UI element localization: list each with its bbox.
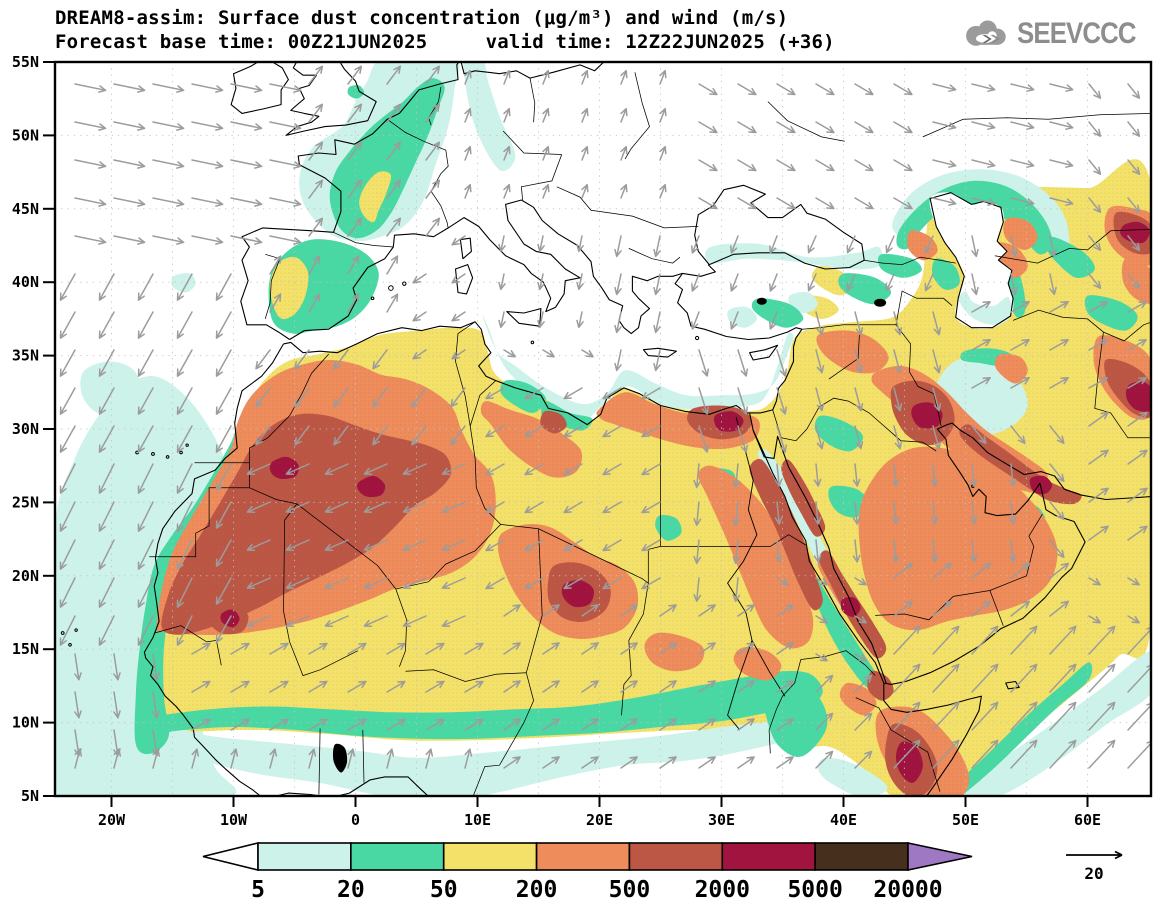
cloud-icon — [966, 20, 1006, 46]
x-axis-tick-label: 10E — [464, 811, 491, 829]
wind-arrows-layer — [59, 65, 1151, 769]
y-axis-tick-label: 50N — [12, 126, 39, 144]
x-axis-tick-label: 60E — [1074, 811, 1101, 829]
wind-reference-label: 20 — [1084, 864, 1103, 883]
axes-layer: 55N 50N 45N 40N 35N 30N 25N 20N 15N 10N 5N 20W 10W 0 1… — [12, 53, 1153, 829]
y-axis-tick-label: 20N — [12, 567, 39, 585]
x-axis-tick-label: 40E — [830, 811, 857, 829]
y-axis-tick-label: 30N — [12, 420, 39, 438]
x-axis-tick-label: 30E — [708, 811, 735, 829]
dust-fill-layer — [55, 62, 1151, 796]
logo-text: SEEVCCC — [1016, 17, 1137, 50]
y-axis-tick-label: 15N — [12, 640, 39, 658]
seevccc-logo: SEEVCCC — [958, 16, 1155, 52]
x-axis-tick-label: 50E — [952, 811, 979, 829]
colorbar-label: 2000 — [695, 877, 750, 903]
y-axis-tick-label: 35N — [12, 347, 39, 365]
x-axis-tick-label: 0 — [351, 811, 360, 829]
title-line-1: DREAM8-assim: Surface dust concentration… — [55, 7, 789, 29]
rivers-layer — [727, 417, 786, 731]
colorbar: 5 20 50 200 500 2000 5000 20000 — [202, 841, 973, 903]
lakes-islands-layer — [60, 281, 975, 773]
wind-reference: 20 — [1066, 850, 1123, 883]
colorbar-label: 5000 — [787, 877, 842, 903]
x-axis-tick-label: 20W — [98, 811, 126, 829]
colorbar-label: 20000 — [873, 877, 942, 903]
map-layers — [55, 62, 1151, 796]
y-axis-tick-label: 25N — [12, 493, 39, 511]
y-axis-tick-label: 55N — [12, 53, 39, 71]
colorbar-label: 200 — [516, 877, 558, 903]
x-axis-tick-label: 10W — [220, 811, 248, 829]
colorbar-label: 50 — [430, 877, 458, 903]
title-line-2: Forecast base time: 00Z21JUN2025 valid t… — [55, 31, 835, 53]
graticule-layer — [55, 62, 1151, 796]
coastlines-layer — [143, 62, 1151, 796]
y-axis-tick-label: 5N — [21, 787, 39, 805]
colorbar-label: 5 — [251, 877, 265, 903]
colorbar-label: 500 — [609, 877, 651, 903]
x-axis-tick-label: 20E — [586, 811, 613, 829]
y-axis-tick-label: 40N — [12, 273, 39, 291]
y-axis-tick-label: 10N — [12, 714, 39, 732]
y-axis-tick-label: 45N — [12, 200, 39, 218]
colorbar-label: 20 — [337, 877, 365, 903]
